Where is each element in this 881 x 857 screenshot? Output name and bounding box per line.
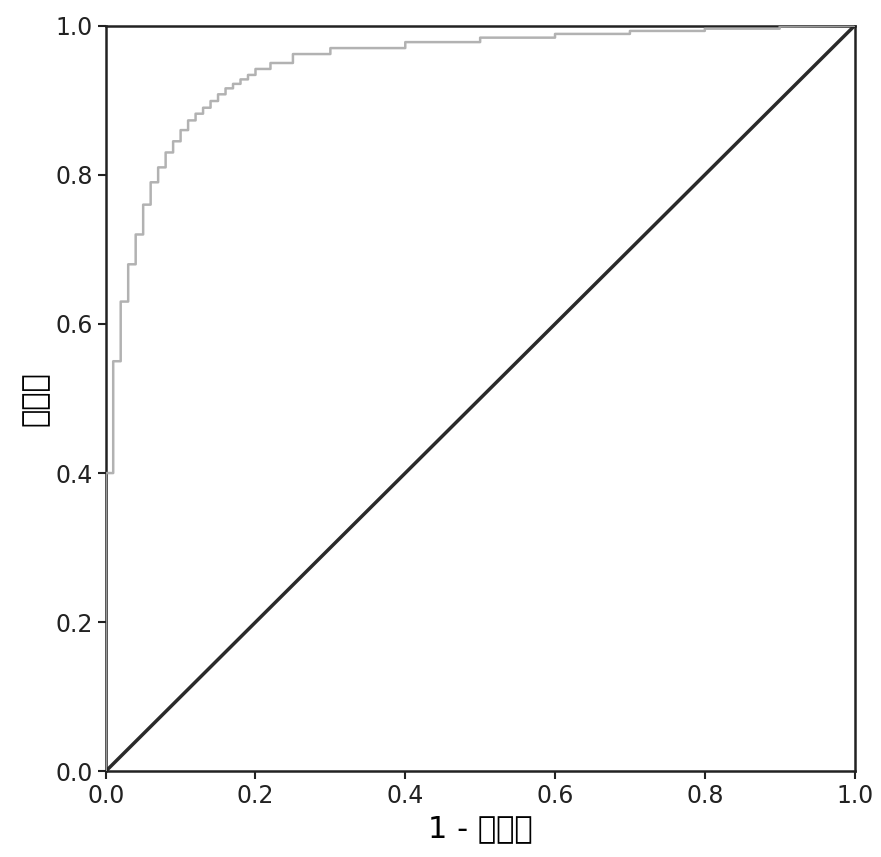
X-axis label: 1 - 特异性: 1 - 特异性: [428, 814, 532, 843]
Y-axis label: 敏感度: 敏感度: [20, 371, 49, 426]
